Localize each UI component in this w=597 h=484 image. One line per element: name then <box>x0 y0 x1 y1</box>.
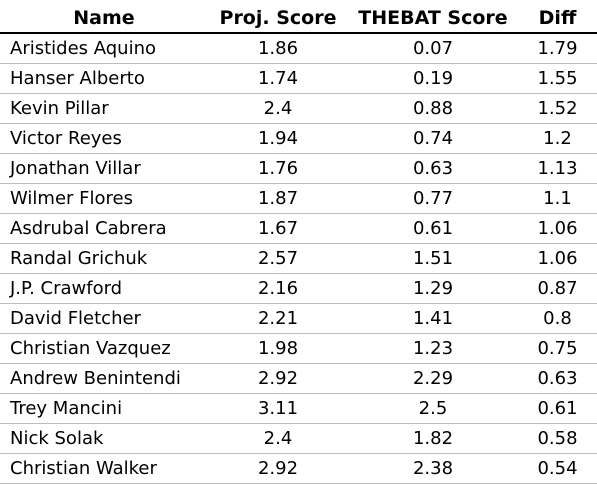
cell-proj-score: 2.57 <box>208 243 348 274</box>
cell-thebat-score: 2.38 <box>348 453 518 484</box>
cell-thebat-score: 1.23 <box>348 333 518 364</box>
cell-proj-score: 1.86 <box>208 33 348 64</box>
table-row: Andrew Benintendi 2.92 2.29 0.63 <box>0 363 597 394</box>
cell-diff: 1.79 <box>518 33 597 64</box>
cell-proj-score: 1.74 <box>208 63 348 94</box>
cell-name: Randal Grichuk <box>0 243 208 274</box>
cell-name: Christian Walker <box>0 453 208 484</box>
cell-thebat-score: 1.82 <box>348 423 518 454</box>
cell-thebat-score: 1.51 <box>348 243 518 274</box>
cell-thebat-score: 1.29 <box>348 273 518 304</box>
cell-proj-score: 2.16 <box>208 273 348 304</box>
cell-name: David Fletcher <box>0 303 208 334</box>
cell-name: Victor Reyes <box>0 123 208 154</box>
cell-proj-score: 3.11 <box>208 393 348 424</box>
cell-diff: 1.06 <box>518 243 597 274</box>
cell-thebat-score: 0.61 <box>348 213 518 244</box>
cell-diff: 0.63 <box>518 363 597 394</box>
header-name: Name <box>0 3 208 34</box>
cell-diff: 1.13 <box>518 153 597 184</box>
cell-name: Nick Solak <box>0 423 208 454</box>
cell-name: Christian Vazquez <box>0 333 208 364</box>
cell-proj-score: 1.76 <box>208 153 348 184</box>
table-row: Christian Vazquez 1.98 1.23 0.75 <box>0 333 597 364</box>
cell-diff: 0.54 <box>518 453 597 484</box>
table-header: Name Proj. Score THEBAT Score Diff <box>0 3 597 34</box>
header-row: Name Proj. Score THEBAT Score Diff <box>0 3 597 34</box>
cell-name: Wilmer Flores <box>0 183 208 214</box>
table-row: Trey Mancini 3.11 2.5 0.61 <box>0 393 597 424</box>
cell-diff: 0.75 <box>518 333 597 364</box>
cell-thebat-score: 0.74 <box>348 123 518 154</box>
table-row: J.P. Crawford 2.16 1.29 0.87 <box>0 273 597 304</box>
cell-name: Jonathan Villar <box>0 153 208 184</box>
table-row: Kevin Pillar 2.4 0.88 1.52 <box>0 93 597 124</box>
table-row: Jonathan Villar 1.76 0.63 1.13 <box>0 153 597 184</box>
cell-proj-score: 2.4 <box>208 93 348 124</box>
cell-diff: 1.1 <box>518 183 597 214</box>
table-row: Aristides Aquino 1.86 0.07 1.79 <box>0 33 597 64</box>
cell-diff: 1.55 <box>518 63 597 94</box>
cell-thebat-score: 0.77 <box>348 183 518 214</box>
cell-thebat-score: 0.19 <box>348 63 518 94</box>
table-row: Randal Grichuk 2.57 1.51 1.06 <box>0 243 597 274</box>
cell-proj-score: 1.94 <box>208 123 348 154</box>
table-row: Nick Solak 2.4 1.82 0.58 <box>0 423 597 454</box>
header-thebat-score: THEBAT Score <box>348 3 518 34</box>
cell-thebat-score: 2.29 <box>348 363 518 394</box>
table-row: Asdrubal Cabrera 1.67 0.61 1.06 <box>0 213 597 244</box>
cell-diff: 1.06 <box>518 213 597 244</box>
cell-diff: 0.87 <box>518 273 597 304</box>
cell-diff: 0.61 <box>518 393 597 424</box>
cell-name: Asdrubal Cabrera <box>0 213 208 244</box>
cell-name: Kevin Pillar <box>0 93 208 124</box>
cell-thebat-score: 1.41 <box>348 303 518 334</box>
cell-thebat-score: 0.63 <box>348 153 518 184</box>
cell-proj-score: 2.92 <box>208 453 348 484</box>
cell-diff: 0.8 <box>518 303 597 334</box>
score-table-container: Name Proj. Score THEBAT Score Diff Arist… <box>0 3 597 484</box>
table-row: Christian Walker 2.92 2.38 0.54 <box>0 453 597 484</box>
table-body: Aristides Aquino 1.86 0.07 1.79 Hanser Alber… <box>0 33 597 484</box>
cell-thebat-score: 0.88 <box>348 93 518 124</box>
cell-proj-score: 1.98 <box>208 333 348 364</box>
cell-proj-score: 1.87 <box>208 183 348 214</box>
cell-proj-score: 1.67 <box>208 213 348 244</box>
cell-name: Trey Mancini <box>0 393 208 424</box>
cell-name: Hanser Alberto <box>0 63 208 94</box>
cell-name: Aristides Aquino <box>0 33 208 64</box>
header-proj-score: Proj. Score <box>208 3 348 34</box>
cell-thebat-score: 2.5 <box>348 393 518 424</box>
cell-proj-score: 2.21 <box>208 303 348 334</box>
cell-proj-score: 2.92 <box>208 363 348 394</box>
cell-diff: 0.58 <box>518 423 597 454</box>
table-row: Hanser Alberto 1.74 0.19 1.55 <box>0 63 597 94</box>
cell-diff: 1.52 <box>518 93 597 124</box>
cell-name: J.P. Crawford <box>0 273 208 304</box>
table-row: Victor Reyes 1.94 0.74 1.2 <box>0 123 597 154</box>
header-diff: Diff <box>518 3 597 34</box>
cell-name: Andrew Benintendi <box>0 363 208 394</box>
table-row: Wilmer Flores 1.87 0.77 1.1 <box>0 183 597 214</box>
cell-diff: 1.2 <box>518 123 597 154</box>
score-table: Name Proj. Score THEBAT Score Diff Arist… <box>0 3 597 484</box>
cell-thebat-score: 0.07 <box>348 33 518 64</box>
table-row: David Fletcher 2.21 1.41 0.8 <box>0 303 597 334</box>
cell-proj-score: 2.4 <box>208 423 348 454</box>
